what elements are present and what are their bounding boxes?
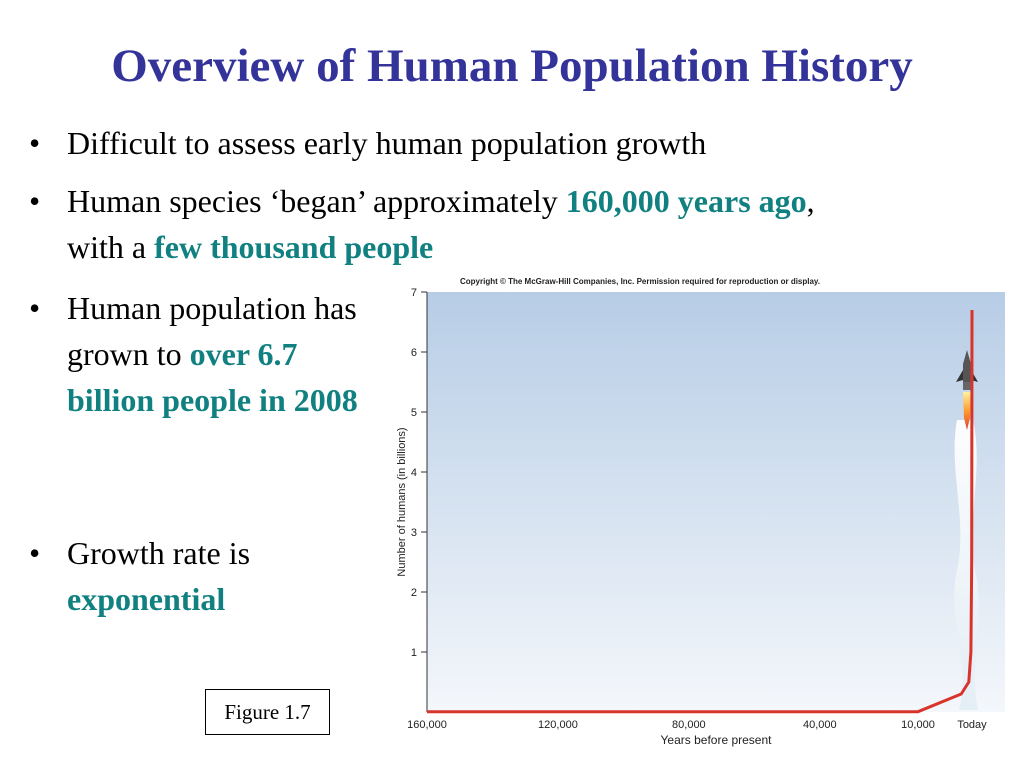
bullet-highlight-years: 160,000 years ago	[565, 183, 807, 219]
x-ticks: 160,000 120,000 80,000 40,000 10,000 Today	[407, 719, 987, 731]
y-tick-label: 1	[411, 647, 417, 659]
y-tick-label: 2	[411, 587, 417, 599]
population-chart: Copyright © The McGraw-Hill Companies, I…	[396, 277, 1005, 747]
bullet-marker: •	[29, 535, 41, 571]
bullet-marker: •	[29, 183, 41, 219]
y-axis-label: Number of humans (in billions)	[396, 427, 408, 576]
y-ticks: 1 2 3 4 5 6 7	[411, 287, 427, 659]
rocket-flame	[963, 392, 971, 430]
x-tick-label: 40,000	[803, 719, 837, 731]
bullet-text: Human species ‘began’ approximately	[67, 183, 566, 219]
bullet-marker: •	[29, 290, 41, 326]
figure-label: Figure 1.7	[205, 689, 330, 735]
bullet-highlight-exponential: exponential	[67, 581, 226, 617]
plot-background	[427, 292, 1005, 712]
y-tick-label: 7	[411, 287, 417, 299]
y-tick-label: 3	[411, 527, 417, 539]
x-axis-label: Years before present	[661, 733, 773, 747]
x-tick-label: 10,000	[901, 719, 935, 731]
y-tick-label: 6	[411, 347, 417, 359]
x-tick-label: Today	[957, 719, 987, 731]
bullet-highlight-people: few thousand people	[154, 229, 434, 265]
bullet-item-4: • Growth rate is exponential	[29, 530, 374, 622]
y-tick-label: 4	[411, 467, 417, 479]
bullet-item-2: • Human species ‘began’ approximately 16…	[29, 178, 1009, 270]
y-tick-label: 5	[411, 407, 417, 419]
bullet-text: with a	[67, 229, 155, 265]
bullet-marker: •	[29, 125, 41, 161]
bullet-text-comma: ,	[806, 183, 815, 219]
bullet-text: Human population has grown to	[67, 290, 357, 372]
population-curve	[427, 309, 974, 714]
slide-title: Overview of Human Population History	[111, 40, 913, 92]
x-tick-label: 80,000	[672, 719, 706, 731]
bullet-text: Growth rate is	[67, 535, 251, 571]
chart-copyright: Copyright © The McGraw-Hill Companies, I…	[460, 277, 820, 286]
x-tick-label: 120,000	[538, 719, 578, 731]
bullet-text: Difficult to assess early human populati…	[67, 125, 707, 161]
bullet-highlight-population: over 6.7 billion people in 2008	[67, 336, 358, 418]
bullet-item-1: • Difficult to assess early human popula…	[29, 120, 989, 166]
x-tick-label: 160,000	[407, 719, 447, 731]
bullet-item-3: • Human population has grown to over 6.7…	[29, 285, 374, 423]
